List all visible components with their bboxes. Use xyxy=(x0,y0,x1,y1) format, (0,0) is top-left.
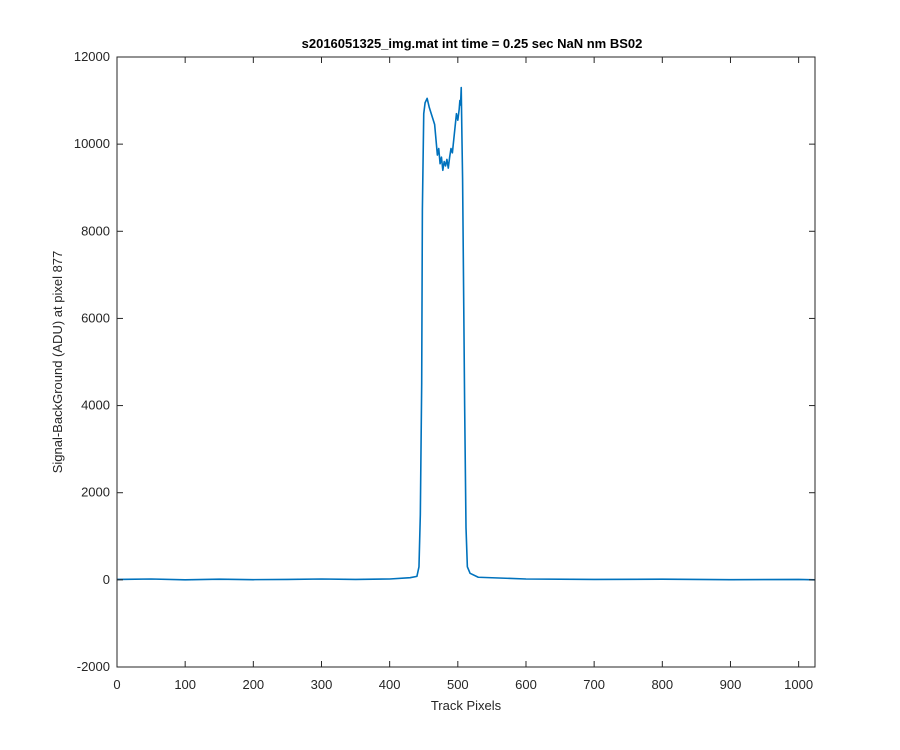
x-tick-label: 200 xyxy=(242,677,264,692)
x-tick-label: 400 xyxy=(379,677,401,692)
x-tick-label: 100 xyxy=(174,677,196,692)
x-tick-label: 300 xyxy=(311,677,333,692)
chart-title: s2016051325_img.mat int time = 0.25 sec … xyxy=(302,36,643,51)
x-axis-label: Track Pixels xyxy=(431,698,502,713)
y-tick-label: 2000 xyxy=(81,485,110,500)
x-tick-label: 600 xyxy=(515,677,537,692)
axes-box xyxy=(116,56,816,668)
series-line-0 xyxy=(116,86,816,581)
y-tick-label: 8000 xyxy=(81,223,110,238)
y-tick-label: 10000 xyxy=(74,136,110,151)
y-tick-label: 4000 xyxy=(81,398,110,413)
y-tick-label: 6000 xyxy=(81,310,110,325)
x-tick-label: 700 xyxy=(583,677,605,692)
x-tick-label: 900 xyxy=(720,677,742,692)
x-tick-label: 500 xyxy=(447,677,469,692)
plot-area: 0 100 200 300 400 500 600 700 800 900 1000-2000020… xyxy=(74,49,816,692)
x-tick-label: 800 xyxy=(651,677,673,692)
y-tick-label: 12000 xyxy=(74,49,110,64)
y-tick-label: 0 xyxy=(103,572,110,587)
y-axis-label: Signal-BackGround (ADU) at pixel 877 xyxy=(50,251,65,474)
x-tick-label: 1000 xyxy=(784,677,813,692)
x-tick-label: 0 xyxy=(113,677,120,692)
y-tick-label: -2000 xyxy=(77,659,110,674)
